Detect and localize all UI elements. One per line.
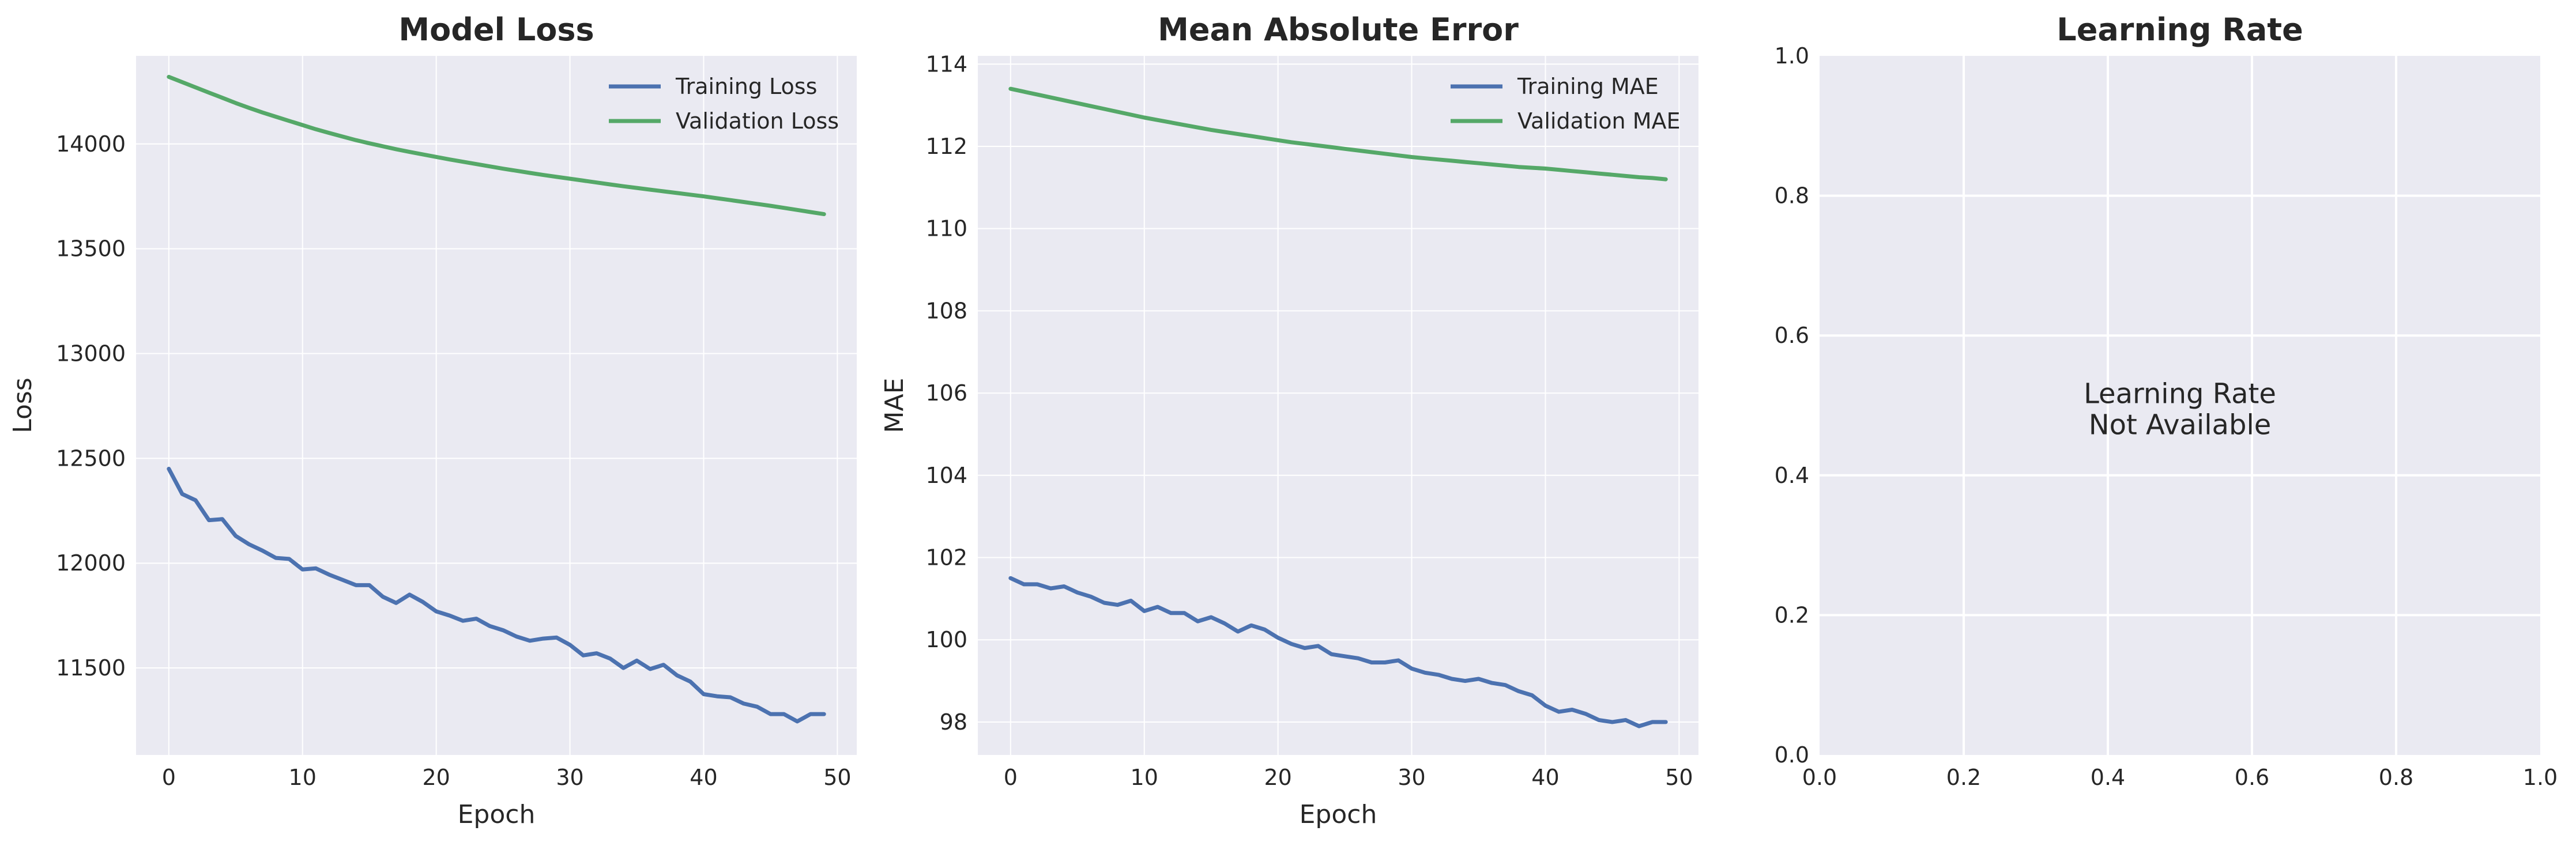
- x-tick-label: 0.2: [1946, 765, 1981, 790]
- x-tick-label: 0: [162, 765, 176, 790]
- loss-series-lines: [167, 74, 826, 724]
- x-tick-label: 20: [1264, 765, 1291, 790]
- loss-y-axis-label: Loss: [8, 377, 37, 433]
- x-tick-label: 0: [1004, 765, 1018, 790]
- mae-legend: Training MAE Validation MAE: [1451, 74, 1681, 134]
- x-tick-label: 20: [422, 765, 450, 790]
- learning-rate-annotation-line1: Learning Rate: [2084, 378, 2276, 410]
- loss-legend: Training Loss Validation Loss: [609, 74, 839, 134]
- y-tick-label: 104: [925, 463, 967, 488]
- y-tick-label: 1.0: [1775, 43, 1809, 69]
- loss-plot-area: [136, 56, 857, 755]
- y-tick-label: 106: [925, 380, 967, 406]
- y-tick-label: 14000: [56, 131, 126, 157]
- y-tick-label: 98: [940, 709, 967, 735]
- y-tick-label: 0.2: [1775, 602, 1809, 628]
- mae-tick-labels: 0 10 20 30 40 50 98 100 102 104 106 108 110 112 114: [925, 51, 1693, 790]
- y-tick-label: 112: [925, 134, 967, 159]
- legend-label-validation-loss: Validation Loss: [676, 108, 839, 134]
- loss-tick-labels: 0 10 20 30 40 50 11500 12000 12500 13000 13500 1400…: [56, 131, 851, 790]
- learning-rate-chart: 0.0 0.2 0.4 0.6 0.8 1.0 0.0 0.2 0.4 0.6 0.8 1.0 Lea…: [1775, 12, 2558, 790]
- x-tick-label: 50: [823, 765, 851, 790]
- y-tick-label: 100: [925, 627, 967, 652]
- y-tick-label: 108: [925, 298, 967, 323]
- y-tick-label: 0.4: [1775, 463, 1809, 488]
- x-tick-label: 0.8: [2379, 765, 2413, 790]
- loss-x-axis-label: Epoch: [458, 800, 536, 829]
- mae-plot-area: [978, 56, 1698, 755]
- x-tick-label: 50: [1665, 765, 1693, 790]
- mae-x-axis-label: Epoch: [1300, 800, 1377, 829]
- x-tick-label: 30: [556, 765, 583, 790]
- loss-chart-title: Model Loss: [398, 12, 594, 48]
- x-tick-label: 30: [1398, 765, 1425, 790]
- mae-chart: 0 10 20 30 40 50 98 100 102 104 106 108 110 112 114 Me…: [880, 12, 1698, 829]
- x-tick-label: 1.0: [2523, 765, 2558, 790]
- learning-rate-plot-area: [1820, 56, 2540, 755]
- y-tick-label: 12000: [56, 550, 126, 576]
- series-line-1: [1008, 86, 1668, 182]
- y-tick-label: 13500: [56, 236, 126, 262]
- x-tick-label: 0.6: [2235, 765, 2269, 790]
- x-tick-label: 0.4: [2091, 765, 2125, 790]
- x-tick-label: 0.0: [1802, 765, 1837, 790]
- loss-chart: 0 10 20 30 40 50 11500 12000 12500 13000 13500 1400…: [8, 12, 857, 829]
- y-tick-label: 12500: [56, 445, 126, 471]
- series-line-0: [1008, 576, 1668, 728]
- y-tick-label: 102: [925, 545, 967, 571]
- y-tick-label: 110: [925, 216, 967, 241]
- y-tick-label: 114: [925, 51, 967, 77]
- mae-chart-title: Mean Absolute Error: [1158, 12, 1519, 48]
- learning-rate-gridlines: [1820, 56, 2540, 755]
- series-line-0: [167, 467, 826, 724]
- loss-gridlines: [136, 56, 857, 755]
- y-tick-label: 0.6: [1775, 323, 1809, 348]
- y-tick-label: 13000: [56, 341, 126, 366]
- learning-rate-chart-title: Learning Rate: [2057, 12, 2303, 48]
- legend-label-training-loss: Training Loss: [675, 74, 817, 99]
- legend-label-validation-mae: Validation MAE: [1517, 108, 1681, 134]
- x-tick-label: 40: [1531, 765, 1559, 790]
- mae-series-lines: [1008, 86, 1668, 728]
- y-tick-label: 0.8: [1775, 183, 1809, 209]
- series-line-1: [167, 74, 826, 217]
- learning-rate-annotation-line2: Not Available: [2089, 409, 2272, 441]
- learning-rate-tick-labels: 0.0 0.2 0.4 0.6 0.8 1.0 0.0 0.2 0.4 0.6 0.8 1.0: [1775, 43, 2558, 790]
- mae-gridlines: [978, 56, 1698, 755]
- x-tick-label: 40: [690, 765, 717, 790]
- x-tick-label: 10: [1131, 765, 1158, 790]
- y-tick-label: 11500: [56, 655, 126, 681]
- mae-y-axis-label: MAE: [880, 378, 909, 433]
- x-tick-label: 10: [289, 765, 317, 790]
- y-tick-label: 0.0: [1775, 742, 1809, 768]
- legend-label-training-mae: Training MAE: [1517, 74, 1659, 99]
